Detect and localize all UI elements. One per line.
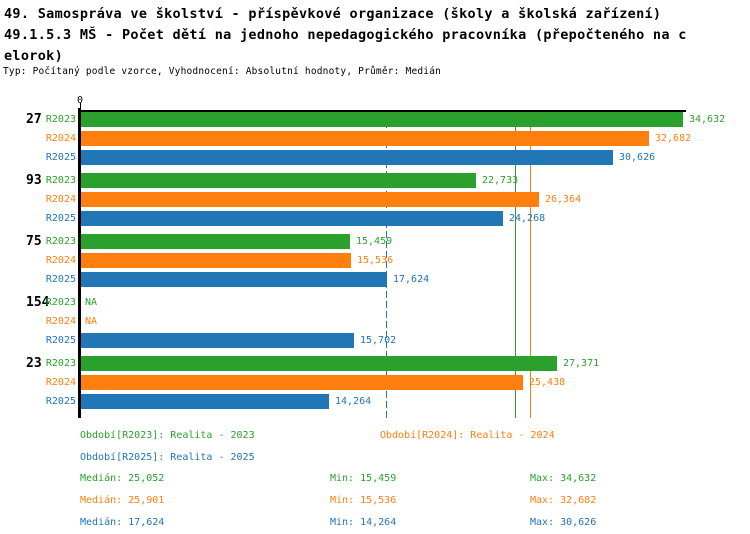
series-label-r2024: R2024 <box>45 133 76 144</box>
series-label-r2025: R2025 <box>45 213 76 224</box>
legend-item-r2025: Období[R2025]: Realita - 2025 <box>80 452 255 463</box>
series-label-r2023: R2023 <box>45 175 76 186</box>
group-label: 93 <box>26 173 42 188</box>
series-label-r2024: R2024 <box>45 316 76 327</box>
group-label: 75 <box>26 234 42 249</box>
bar-value-label: 26,364 <box>545 194 582 205</box>
zero-tick <box>80 103 81 110</box>
bar-value-label: 22,733 <box>482 175 519 186</box>
series-label-r2023: R2023 <box>45 236 76 247</box>
bar-chart: 0 27 R2023 34,632 R2024 32,682 R2025 30,626 93 R… <box>0 95 750 425</box>
group-label: 23 <box>26 356 42 371</box>
series-label-r2023: R2023 <box>45 114 76 125</box>
report-meta: Typ: Počítaný podle vzorce, Vyhodnocení:… <box>3 66 442 77</box>
median-line-r2025 <box>386 111 387 418</box>
series-label-r2025: R2025 <box>45 396 76 407</box>
bar-r2025 <box>81 333 354 348</box>
bar-value-label: 34,632 <box>689 114 726 125</box>
bar-r2023 <box>81 173 476 188</box>
stat-min-r2024: Min: 15,536 <box>330 495 397 506</box>
bar-value-label: 24,268 <box>509 213 546 224</box>
x-axis-line <box>80 110 686 112</box>
stat-max-r2023: Max: 34,632 <box>530 473 597 484</box>
series-label-r2024: R2024 <box>45 377 76 388</box>
stat-max-r2024: Max: 32,682 <box>530 495 597 506</box>
median-line-r2023 <box>515 111 516 418</box>
series-label-r2025: R2025 <box>45 152 76 163</box>
series-label-r2025: R2025 <box>45 335 76 346</box>
bar-value-label: 32,682 <box>655 133 692 144</box>
legend-item-r2023: Období[R2023]: Realita - 2023 <box>80 430 255 441</box>
bar-value-label: 30,626 <box>619 152 656 163</box>
bar-r2024 <box>81 192 539 207</box>
bar-r2024 <box>81 375 523 390</box>
legend-item-r2024: Období[R2024]: Realita - 2024 <box>380 430 555 441</box>
series-label-r2024: R2024 <box>45 255 76 266</box>
group-label: 27 <box>26 112 42 127</box>
stat-min-r2025: Min: 14,264 <box>330 517 397 528</box>
stat-min-r2023: Min: 15,459 <box>330 473 397 484</box>
series-label-r2025: R2025 <box>45 274 76 285</box>
series-label-r2024: R2024 <box>45 194 76 205</box>
stat-median-r2024: Medián: 25,901 <box>80 495 165 506</box>
y-axis-line <box>78 108 81 418</box>
stat-median-r2023: Medián: 25,052 <box>80 473 165 484</box>
bar-r2023 <box>81 234 350 249</box>
report-title-line3: elorok) <box>4 48 63 64</box>
report-title-line2: 49.1.5.3 MŠ - Počet dětí na jednoho nepe… <box>4 27 687 43</box>
bar-r2024 <box>81 131 649 146</box>
bar-r2025 <box>81 211 503 226</box>
bar-r2025 <box>81 272 387 287</box>
stat-median-r2025: Medián: 17,624 <box>80 517 165 528</box>
bar-value-label: 14,264 <box>335 396 372 407</box>
bar-value-label: 17,624 <box>393 274 430 285</box>
bar-na-label: NA <box>85 316 98 327</box>
bar-r2023 <box>81 356 557 371</box>
bar-r2023 <box>81 112 683 127</box>
bar-value-label: 27,371 <box>563 358 600 369</box>
bar-na-label: NA <box>85 297 98 308</box>
median-line-r2024 <box>530 111 531 418</box>
bar-value-label: 15,459 <box>356 236 393 247</box>
group-label: 154 <box>26 295 50 310</box>
series-label-r2023: R2023 <box>45 358 76 369</box>
bar-r2025 <box>81 394 329 409</box>
report-title-line1: 49. Samospráva ve školství - příspěvkové… <box>4 6 662 22</box>
bar-r2025 <box>81 150 613 165</box>
stat-max-r2025: Max: 30,626 <box>530 517 597 528</box>
bar-value-label: 25,438 <box>529 377 566 388</box>
bar-value-label: 15,536 <box>357 255 394 266</box>
x-axis-zero-label: 0 <box>76 95 84 106</box>
bar-value-label: 15,702 <box>360 335 397 346</box>
series-label-r2023: R2023 <box>45 297 76 308</box>
bar-r2024 <box>81 253 351 268</box>
